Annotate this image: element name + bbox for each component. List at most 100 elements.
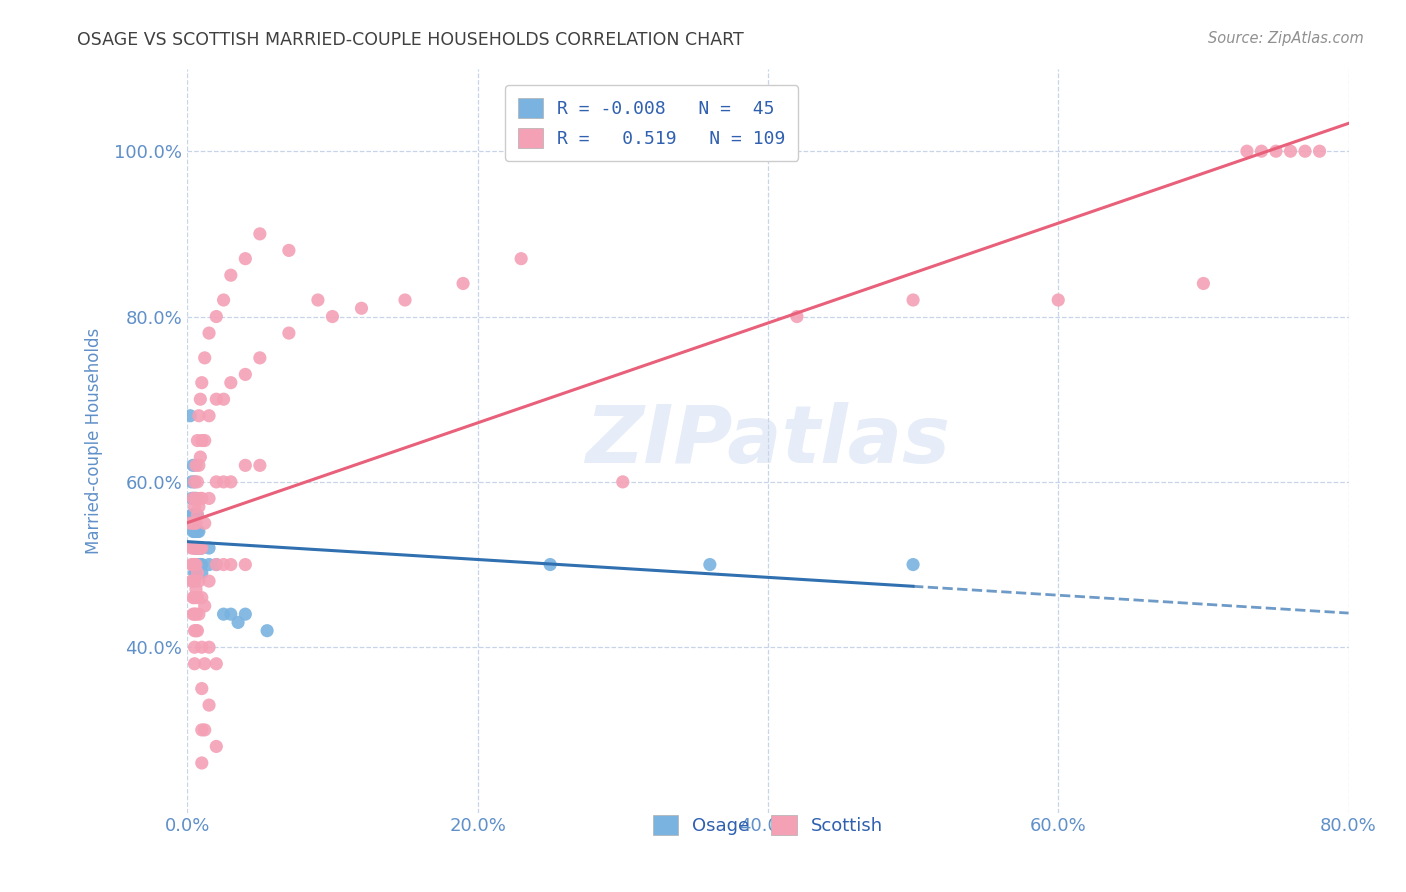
Point xyxy=(219,268,242,283)
Point xyxy=(191,541,214,555)
Point xyxy=(233,368,256,382)
Point xyxy=(394,293,416,307)
Point xyxy=(212,607,235,622)
Point xyxy=(233,607,256,622)
Point xyxy=(451,277,474,291)
Point xyxy=(184,541,207,555)
Point xyxy=(205,739,228,754)
Point xyxy=(187,541,209,555)
Point xyxy=(249,227,271,241)
Point xyxy=(184,624,207,638)
Point xyxy=(184,558,207,572)
Point xyxy=(183,657,205,671)
Point xyxy=(180,558,202,572)
Point xyxy=(786,310,808,324)
Point xyxy=(1236,144,1258,158)
Point xyxy=(180,541,202,555)
Point xyxy=(191,591,214,605)
Point xyxy=(186,566,208,580)
Point xyxy=(226,615,249,630)
Point xyxy=(1192,277,1215,291)
Point xyxy=(184,607,207,622)
Point xyxy=(180,491,202,506)
Point xyxy=(249,351,271,365)
Point xyxy=(188,558,211,572)
Point xyxy=(198,558,221,572)
Legend: Osage, Scottish: Osage, Scottish xyxy=(644,805,893,845)
Point xyxy=(183,491,205,506)
Point xyxy=(901,558,924,572)
Point xyxy=(194,351,217,365)
Point xyxy=(1047,293,1070,307)
Point xyxy=(184,582,207,597)
Point xyxy=(181,491,204,506)
Y-axis label: Married-couple Households: Married-couple Households xyxy=(86,327,103,554)
Point xyxy=(198,409,221,423)
Point xyxy=(183,524,205,539)
Point xyxy=(198,491,221,506)
Point xyxy=(187,458,209,473)
Point xyxy=(183,558,205,572)
Point xyxy=(205,558,228,572)
Point xyxy=(191,756,214,770)
Point xyxy=(187,409,209,423)
Point xyxy=(184,524,207,539)
Point xyxy=(191,566,214,580)
Point xyxy=(538,558,561,572)
Point xyxy=(186,558,208,572)
Point xyxy=(179,409,201,423)
Point xyxy=(186,524,208,539)
Text: ZIPatlas: ZIPatlas xyxy=(585,401,950,480)
Point xyxy=(219,558,242,572)
Point xyxy=(219,376,242,390)
Point xyxy=(256,624,278,638)
Point xyxy=(1265,144,1288,158)
Point xyxy=(184,558,207,572)
Point xyxy=(277,326,299,340)
Point xyxy=(186,541,208,555)
Point xyxy=(183,558,205,572)
Point xyxy=(194,723,217,737)
Point xyxy=(181,516,204,531)
Point xyxy=(187,500,209,514)
Point xyxy=(183,541,205,555)
Point xyxy=(191,376,214,390)
Point xyxy=(183,541,205,555)
Point xyxy=(194,657,217,671)
Point xyxy=(184,491,207,506)
Point xyxy=(183,500,205,514)
Point xyxy=(191,541,214,555)
Point xyxy=(181,524,204,539)
Point xyxy=(186,624,208,638)
Point xyxy=(205,657,228,671)
Point xyxy=(187,541,209,555)
Point xyxy=(191,640,214,655)
Point xyxy=(191,723,214,737)
Point xyxy=(181,541,204,555)
Point xyxy=(186,508,208,522)
Point xyxy=(183,508,205,522)
Point xyxy=(186,591,208,605)
Point xyxy=(184,516,207,531)
Point xyxy=(181,591,204,605)
Point xyxy=(187,558,209,572)
Point xyxy=(183,640,205,655)
Point xyxy=(198,640,221,655)
Point xyxy=(699,558,721,572)
Point xyxy=(194,516,217,531)
Point xyxy=(1309,144,1331,158)
Point xyxy=(181,508,204,522)
Point xyxy=(184,508,207,522)
Point xyxy=(181,491,204,506)
Point xyxy=(212,293,235,307)
Point xyxy=(1294,144,1316,158)
Point xyxy=(212,475,235,489)
Point xyxy=(187,574,209,588)
Point xyxy=(186,541,208,555)
Point xyxy=(186,434,208,448)
Point xyxy=(219,607,242,622)
Point xyxy=(184,458,207,473)
Point xyxy=(191,558,214,572)
Point xyxy=(188,392,211,407)
Point xyxy=(179,516,201,531)
